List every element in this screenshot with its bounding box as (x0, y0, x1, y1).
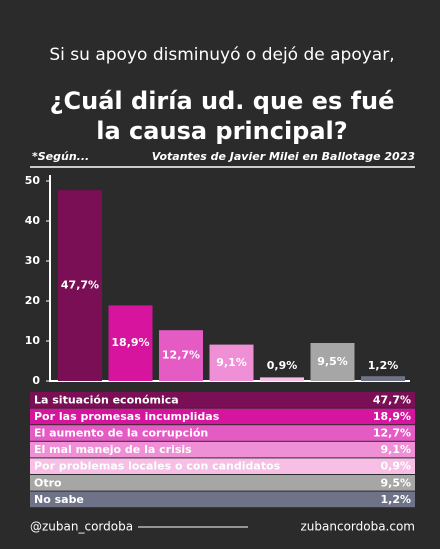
y-tick-label: 40 (25, 214, 41, 227)
legend-row (30, 441, 415, 458)
bar (108, 305, 153, 381)
legend-label: El mal manejo de la crisis (34, 443, 192, 456)
footer-right: zubancordoba.com (300, 520, 415, 534)
legend-row (30, 425, 415, 441)
value-label: 1,2% (368, 359, 399, 372)
value-label: 12,7% (162, 349, 200, 362)
legend-value: 12,7% (373, 427, 411, 440)
value-label: 47,7% (61, 279, 99, 292)
legend-value: 9,1% (380, 443, 411, 456)
legend-value: 47,7% (373, 393, 411, 406)
legend-label: Otro (34, 476, 62, 489)
legend-label: La situación económica (34, 393, 179, 406)
legend-value: 1,2% (380, 493, 411, 506)
bar (361, 376, 405, 381)
footer-left: @zuban_cordoba (30, 520, 133, 534)
note: *Según... (32, 150, 89, 163)
bar (159, 330, 203, 381)
legend-label: Por las promesas incumplidas (34, 410, 220, 423)
legend-row (30, 475, 415, 491)
value-label: 9,1% (216, 356, 247, 369)
legend-row (30, 458, 415, 474)
bar (58, 190, 102, 381)
title-line: Si su apoyo disminuyó o dejó de apoyar, (49, 45, 394, 65)
y-tick-label: 20 (25, 294, 41, 307)
legend-label: No sabe (34, 493, 84, 506)
legend-value: 9,5% (380, 476, 411, 489)
y-tick-label: 0 (32, 374, 40, 387)
y-tick-label: 30 (25, 254, 41, 267)
value-label: 9,5% (317, 355, 348, 368)
subtitle: Votantes de Javier Milei en Ballotage 20… (152, 150, 416, 163)
legend-value: 0,9% (380, 460, 411, 473)
bar (310, 343, 355, 381)
value-label: 18,9% (111, 336, 149, 349)
bar (260, 377, 304, 381)
legend-value: 18,9% (373, 410, 411, 423)
y-tick-label: 10 (25, 334, 41, 347)
bar (209, 344, 254, 381)
legend-row (30, 408, 415, 425)
value-label: 0,9% (267, 359, 298, 372)
legend-label: Por problemas locales o con candidatos (34, 460, 281, 473)
legend-row (30, 392, 415, 408)
legend-row (30, 491, 415, 508)
title-line: la causa principal? (96, 117, 347, 145)
legend-label: El aumento de la corrupción (34, 427, 208, 440)
title-line: ¿Cuál diría ud. que es fué (50, 87, 395, 115)
y-tick-label: 50 (25, 174, 41, 187)
